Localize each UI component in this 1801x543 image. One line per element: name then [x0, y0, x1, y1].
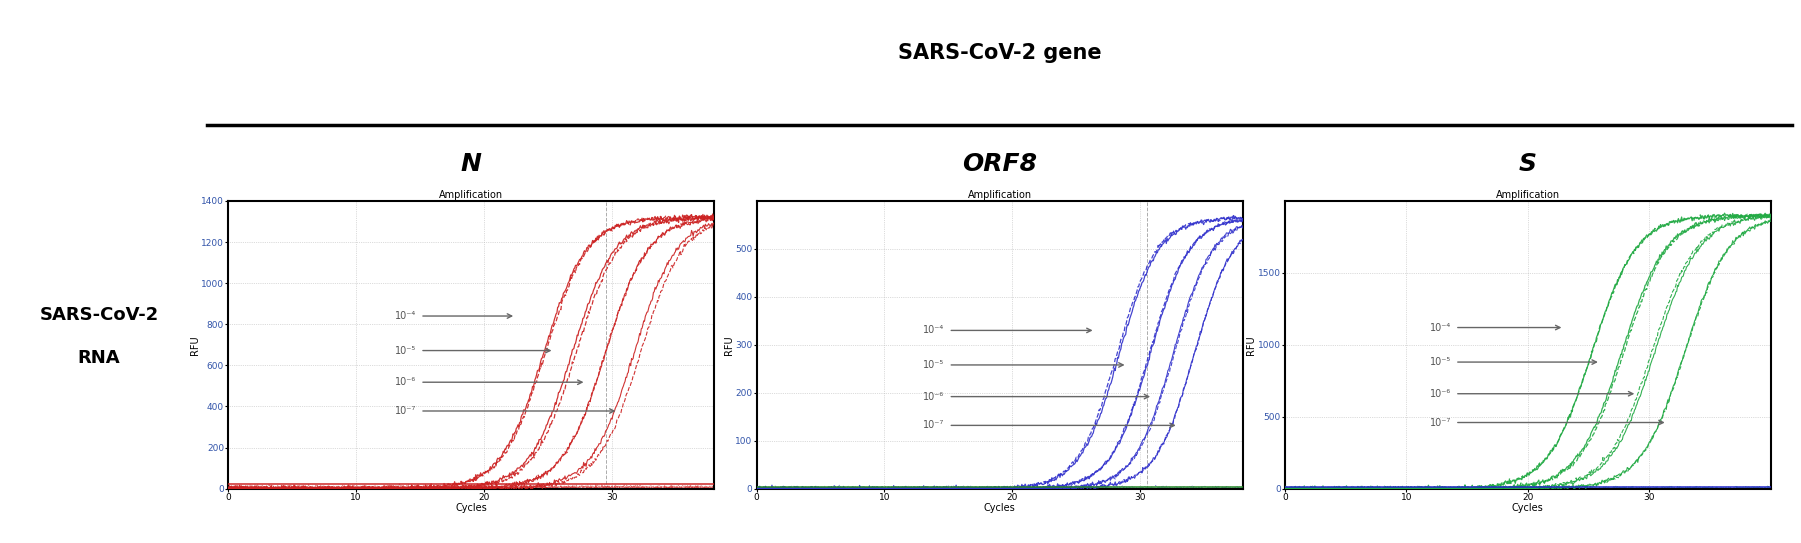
Text: 10⁻⁵: 10⁻⁵ [924, 360, 944, 370]
Text: 10⁻⁶: 10⁻⁶ [394, 377, 416, 387]
Text: 10⁻⁵: 10⁻⁵ [394, 345, 416, 356]
Text: 10⁻⁷: 10⁻⁷ [394, 406, 416, 416]
X-axis label: Cycles: Cycles [456, 503, 486, 513]
Y-axis label: RFU: RFU [1246, 335, 1257, 355]
Text: 10⁻⁶: 10⁻⁶ [924, 392, 944, 402]
Text: 10⁻⁴: 10⁻⁴ [394, 311, 416, 321]
Text: 10⁻⁶: 10⁻⁶ [1430, 389, 1452, 399]
Text: 10⁻⁷: 10⁻⁷ [924, 420, 944, 431]
Text: ORF8: ORF8 [962, 152, 1037, 176]
Text: S: S [1518, 152, 1536, 176]
Text: RNA: RNA [77, 349, 121, 368]
Text: 10⁻⁵: 10⁻⁵ [1430, 357, 1452, 367]
Text: SARS-CoV-2: SARS-CoV-2 [40, 306, 158, 324]
X-axis label: Cycles: Cycles [1513, 503, 1543, 513]
Text: 10⁻⁴: 10⁻⁴ [924, 325, 944, 336]
X-axis label: Cycles: Cycles [983, 503, 1016, 513]
Title: Amplification: Amplification [1497, 190, 1560, 200]
Text: N: N [461, 152, 481, 176]
Title: Amplification: Amplification [967, 190, 1032, 200]
Text: 10⁻⁷: 10⁻⁷ [1430, 418, 1452, 427]
Title: Amplification: Amplification [439, 190, 502, 200]
Text: 10⁻⁴: 10⁻⁴ [1430, 323, 1452, 332]
Y-axis label: RFU: RFU [189, 335, 200, 355]
Y-axis label: RFU: RFU [724, 335, 733, 355]
Text: SARS-CoV-2 gene: SARS-CoV-2 gene [897, 43, 1102, 64]
